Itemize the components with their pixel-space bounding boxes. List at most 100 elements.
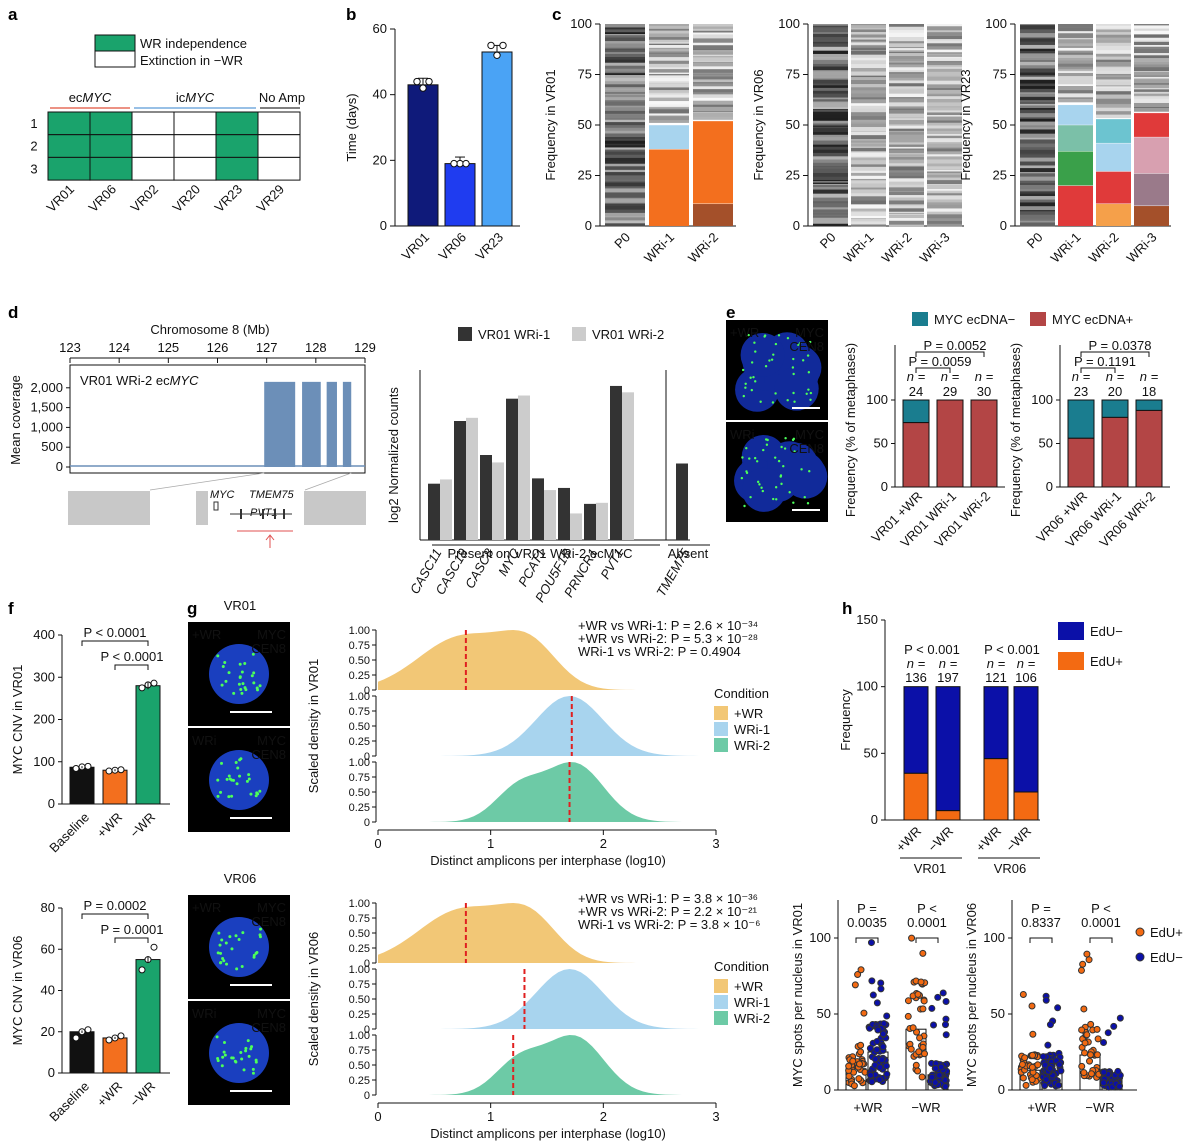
barcode-stripe	[1058, 46, 1093, 48]
density-curve	[378, 696, 716, 756]
data-point	[912, 1061, 920, 1069]
legend-swatch-wr-independence	[94, 34, 136, 52]
bar-wri1	[676, 463, 688, 540]
barcode-stripe	[1020, 105, 1055, 109]
barcode-stripe	[927, 29, 962, 33]
barcode-stripe	[1096, 34, 1131, 38]
chrom-tick-label: 123	[59, 340, 81, 355]
barcode-stripe	[693, 76, 733, 80]
barcode-stripe	[813, 70, 848, 73]
barcode-stripe	[1020, 220, 1055, 223]
myc-spot	[216, 1056, 220, 1060]
barcode-stripe	[1020, 83, 1055, 87]
data-point	[904, 1012, 912, 1020]
barcode-stripe	[1020, 76, 1055, 80]
barcode-stripe	[605, 140, 645, 144]
myc-spot	[780, 445, 783, 449]
bar-edu-pos	[1013, 791, 1039, 821]
myc-spot	[761, 489, 765, 493]
barcode-stripe	[927, 31, 962, 34]
barcode-stripe	[1096, 107, 1131, 112]
barcode-stripe	[649, 94, 689, 98]
barcode-stripe	[693, 94, 733, 98]
barcode-stripe	[813, 189, 848, 194]
data-point	[1042, 1075, 1050, 1083]
barcode-stripe	[1020, 167, 1055, 173]
barcode-stripe	[813, 97, 848, 100]
barcode-stripe	[813, 40, 848, 43]
n-label: n =	[975, 369, 994, 384]
grid-cell	[47, 111, 91, 136]
myc-spot	[216, 951, 220, 955]
barcode-stripe	[1020, 48, 1055, 51]
myc-spot	[219, 961, 223, 965]
barcode-stripe	[927, 195, 962, 200]
grid-cell	[215, 134, 259, 158]
myc-spot	[217, 931, 221, 935]
barcode-stripe	[927, 188, 962, 191]
barcode-stripe	[649, 50, 689, 53]
y-tick-label: 0	[793, 218, 800, 233]
data-point	[877, 979, 885, 987]
barcode-stripe	[851, 34, 886, 37]
barcode-stripe	[1134, 93, 1169, 96]
bar-ecdna-neg	[1067, 399, 1095, 439]
data-point	[860, 1009, 868, 1017]
y-tick-label: 400	[33, 627, 55, 642]
p-value: P = 0.0002	[83, 898, 146, 913]
barcode-stripe	[889, 128, 924, 131]
myc-spot	[249, 1047, 253, 1051]
x-axis-label: Distinct amplicons per interphase (log10…	[430, 1126, 666, 1141]
barcode-stripe	[649, 68, 689, 73]
bar-edu-neg	[935, 686, 961, 812]
n-value: 197	[937, 670, 959, 685]
barcode-stripe	[927, 116, 962, 121]
barcode-stripe	[851, 151, 886, 153]
data-point	[72, 1034, 80, 1042]
barcode-stripe	[813, 36, 848, 41]
barcode-stripe	[813, 26, 848, 30]
column-label-vr20: VR20	[170, 182, 204, 216]
barcode-stripe	[649, 44, 689, 48]
y-tick-label: 0	[1046, 479, 1053, 494]
barcode-stripe	[813, 136, 848, 141]
barcode-stripe	[1020, 209, 1055, 212]
barcode-stripe	[1020, 99, 1055, 103]
y-tick-label: 0	[364, 817, 370, 829]
barcode-stripe	[889, 63, 924, 65]
barcode-stripe	[889, 62, 924, 64]
barcode-stripe	[813, 31, 848, 34]
barcode-stripe	[1058, 47, 1093, 51]
myc-spot	[792, 372, 795, 376]
barcode-stripe	[1020, 116, 1055, 119]
barcode-stripe	[693, 111, 733, 113]
myc-spot	[796, 343, 800, 346]
data-point	[869, 991, 877, 999]
grid-cell	[131, 111, 175, 136]
barcode-stripe	[1134, 89, 1169, 91]
barcode-stripe	[927, 130, 962, 134]
barcode-stripe	[889, 32, 924, 37]
data-point	[935, 1071, 943, 1079]
barcode-stripe	[693, 88, 733, 90]
myc-spot	[784, 437, 787, 440]
barcode-stripe	[927, 199, 962, 203]
x-tick-label: +WR	[973, 824, 1004, 855]
data-point	[941, 1083, 949, 1091]
legend-label: WRi-1	[734, 995, 770, 1010]
nucleus	[781, 451, 826, 496]
barcode-stripe	[1020, 199, 1055, 203]
barcode-stripe	[851, 142, 886, 144]
barcode-stripe	[813, 41, 848, 44]
barcode-stripe	[605, 47, 645, 49]
density-curve	[378, 1035, 716, 1095]
barcode-stripe	[851, 211, 886, 216]
barcode-stripe	[605, 179, 645, 182]
barcode-stripe	[1096, 70, 1131, 74]
barcode-stripe	[693, 32, 733, 35]
data-point	[868, 977, 876, 985]
barcode-stripe	[851, 96, 886, 98]
myc-spot	[249, 792, 253, 796]
x-tick-label: 3	[712, 836, 719, 851]
barcode-stripe	[851, 134, 886, 140]
